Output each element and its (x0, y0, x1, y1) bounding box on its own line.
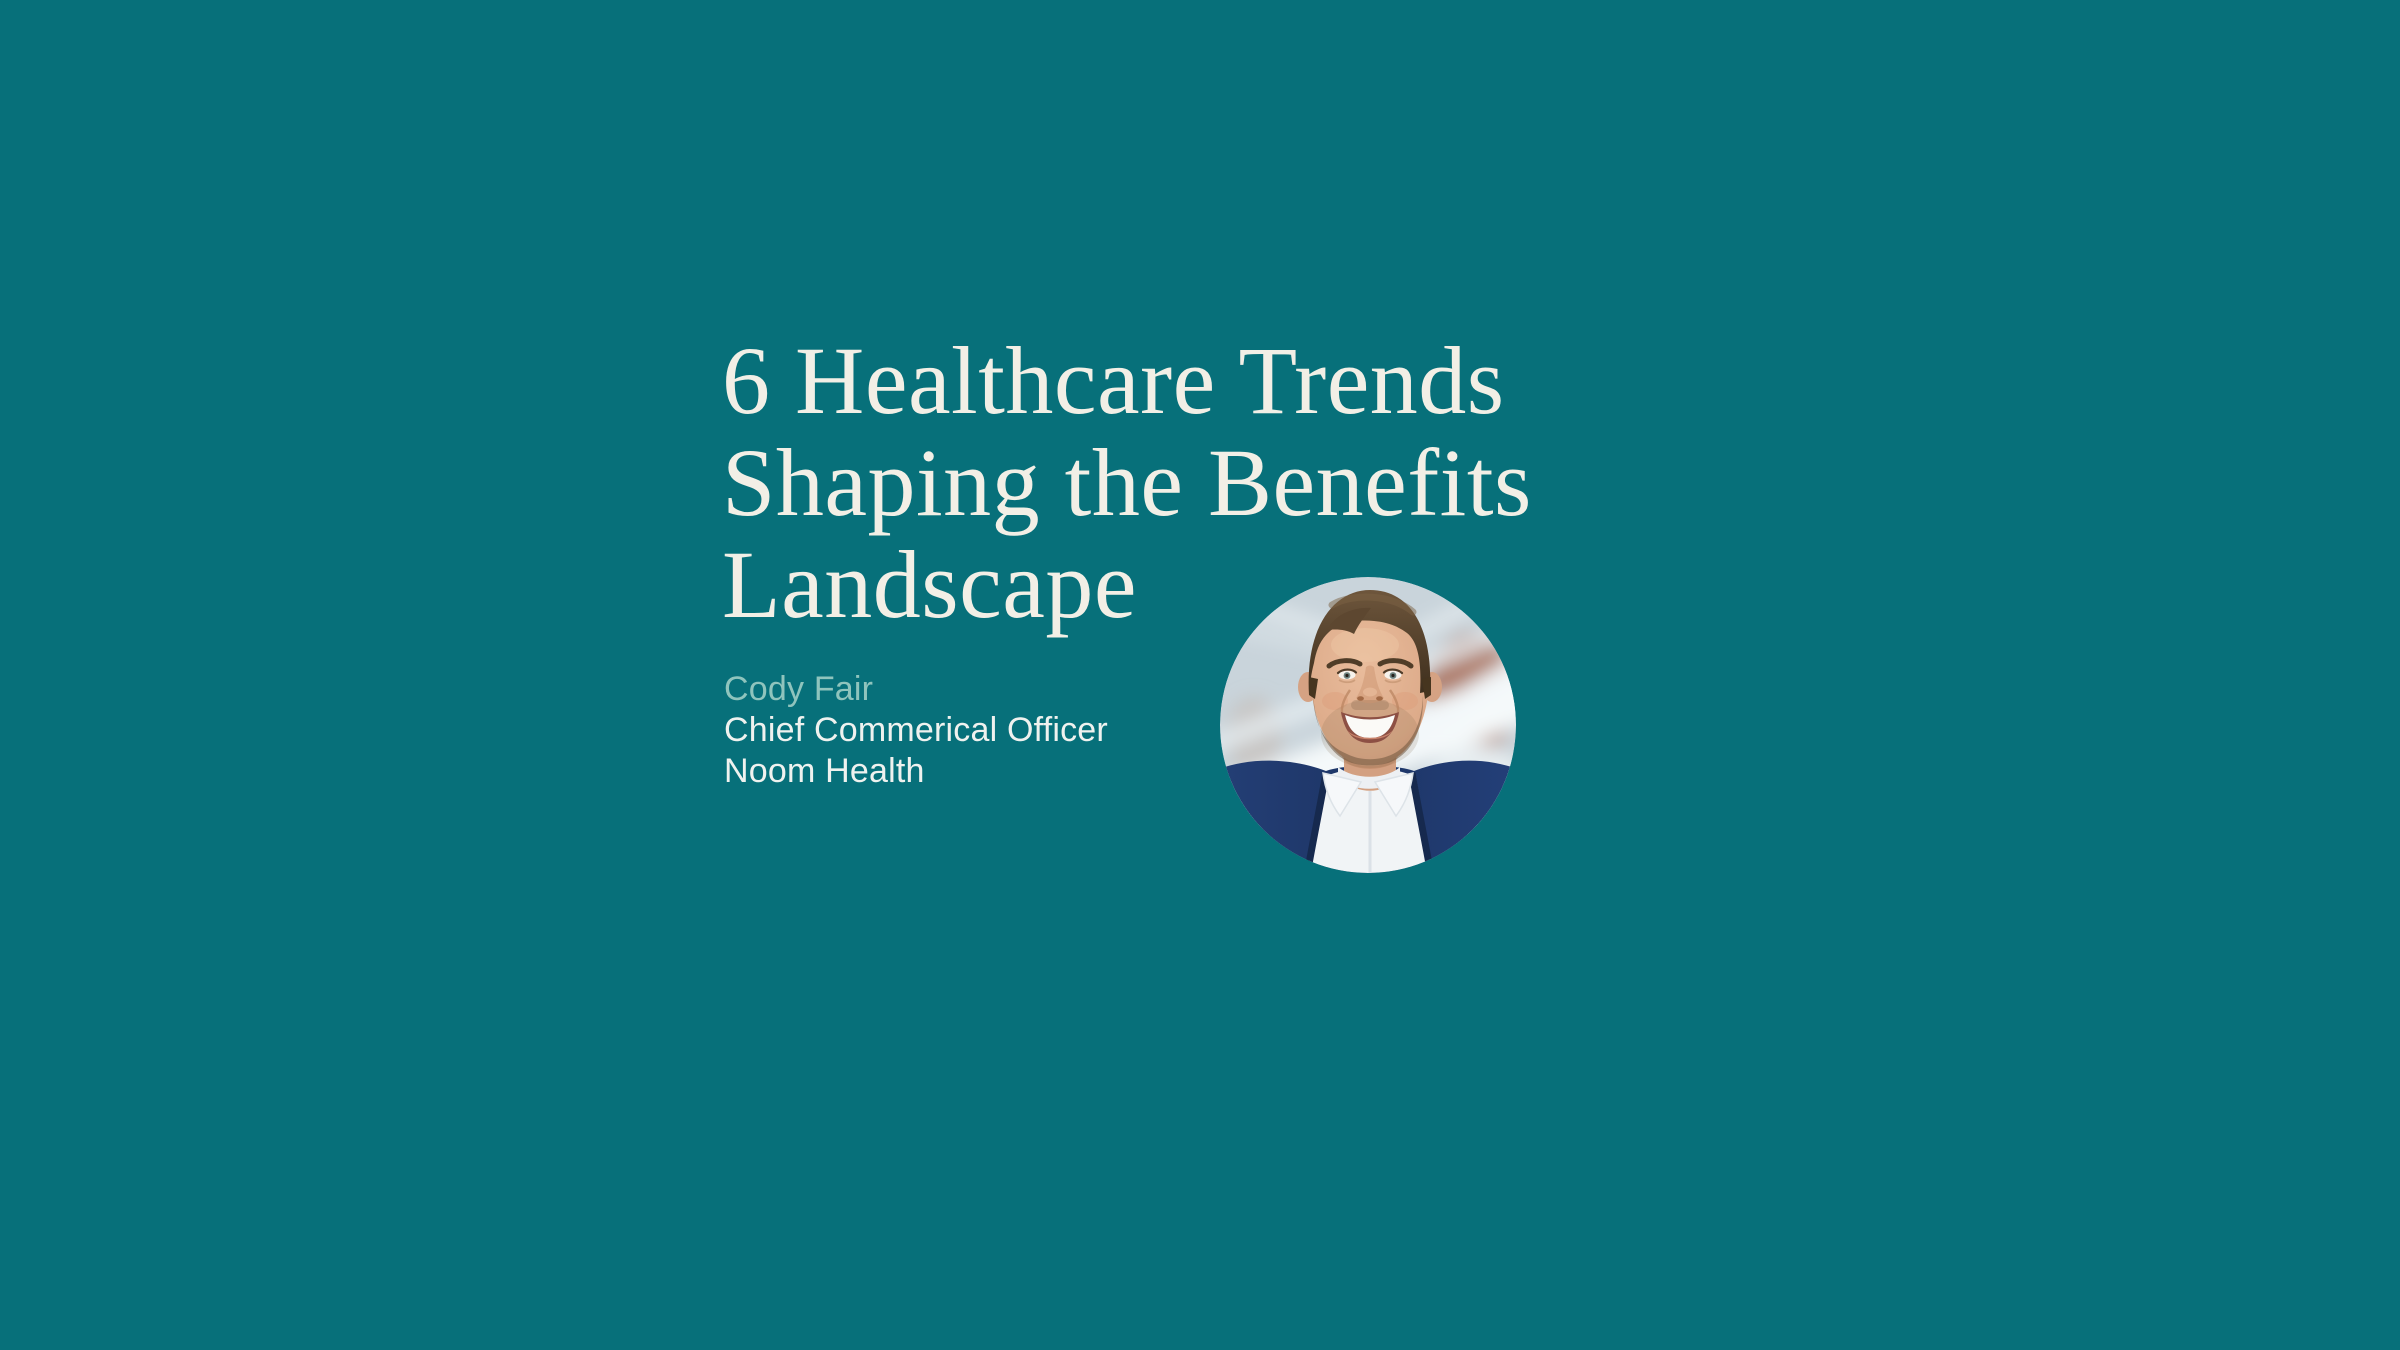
speaker-info: Cody Fair Chief Commerical Officer Noom … (724, 669, 1108, 792)
speaker-name: Cody Fair (724, 670, 874, 708)
title-line-1: 6 Healthcare Trends (722, 327, 1505, 434)
speaker-headshot-illustration (1220, 577, 1516, 873)
speaker-role: Chief Commerical Officer (724, 711, 1108, 749)
speaker-company: Noom Health (724, 752, 925, 790)
title-line-3: Landscape (722, 531, 1137, 638)
page-title: 6 Healthcare Trends Shaping the Benefits… (722, 330, 1532, 636)
title-line-2: Shaping the Benefits (722, 429, 1532, 536)
speaker-photo (1220, 577, 1516, 873)
